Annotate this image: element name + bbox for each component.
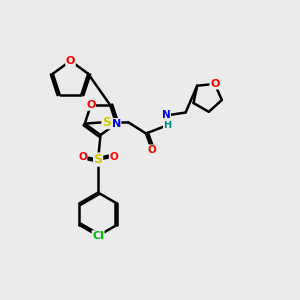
- Text: O: O: [148, 145, 156, 155]
- Text: N: N: [112, 118, 121, 129]
- Text: O: O: [210, 79, 219, 89]
- Text: Cl: Cl: [92, 231, 104, 241]
- Text: H: H: [164, 120, 172, 130]
- Text: O: O: [109, 152, 118, 162]
- Text: O: O: [78, 152, 87, 162]
- Text: N: N: [162, 110, 170, 121]
- Text: S: S: [102, 116, 111, 129]
- Text: S: S: [94, 153, 103, 166]
- Text: O: O: [66, 56, 75, 66]
- Text: O: O: [86, 100, 95, 110]
